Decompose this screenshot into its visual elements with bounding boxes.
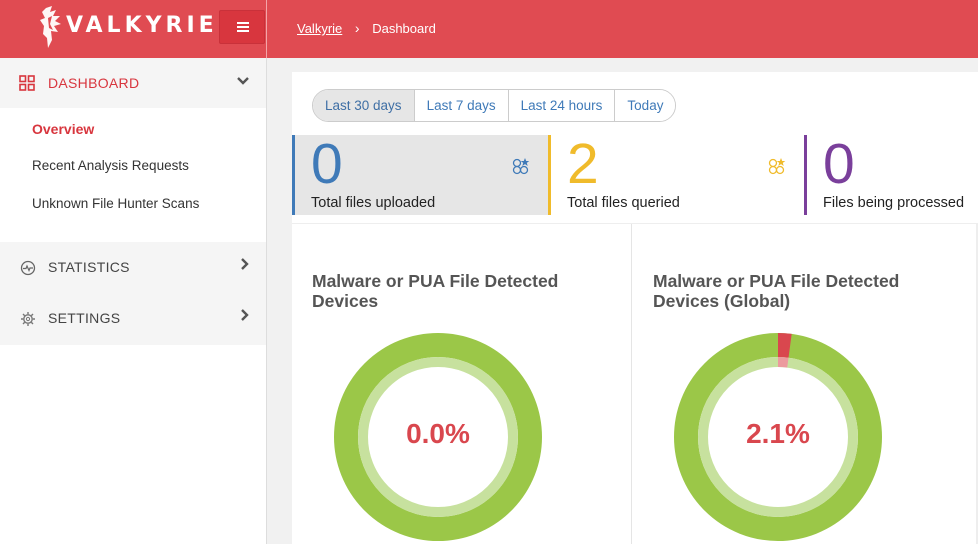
- panel-detected-devices: Malware or PUA File Detected Devices 0.0…: [292, 224, 632, 544]
- sidebar: DASHBOARD Overview Recent Analysis Reque…: [0, 58, 267, 544]
- stat-value: 0: [311, 132, 343, 196]
- tab-last-7-days[interactable]: Last 7 days: [413, 90, 508, 121]
- stat-caption: Total files uploaded: [311, 195, 436, 211]
- sidebar-item-label: DASHBOARD: [48, 75, 140, 91]
- sidebar-item-settings[interactable]: SETTINGS: [0, 293, 266, 343]
- sidebar-lower-group: STATISTICS SETTINGS: [0, 242, 266, 345]
- dashboard-content: Last 30 days Last 7 days Last 24 hours T…: [292, 72, 978, 544]
- grid-icon: [19, 75, 35, 91]
- topbar-divider: [266, 0, 267, 58]
- valkyrie-logo-icon: [40, 6, 61, 48]
- tab-last-30-days[interactable]: Last 30 days: [313, 90, 414, 121]
- donut-slice-detected: [778, 333, 792, 358]
- stat-card-files-processing[interactable]: 0 Files being processed: [804, 132, 978, 215]
- panel-title: Malware or PUA File Detected Devices: [312, 271, 559, 311]
- chevron-right-icon: [241, 258, 249, 270]
- donut-chart: [674, 333, 882, 541]
- donut-percent-label: 2.1%: [746, 418, 810, 449]
- sidebar-item-label: SETTINGS: [48, 310, 121, 326]
- hamburger-icon: [237, 22, 249, 32]
- donut-inner-ring: [358, 357, 518, 517]
- panel-detected-devices-global: Malware or PUA File Detected Devices (Gl…: [633, 224, 978, 544]
- sidebar-item-statistics[interactable]: STATISTICS: [0, 242, 266, 292]
- stats-row: 0 Total files uploaded 2 Total files que…: [292, 132, 978, 216]
- top-bar: VALKYRIE Valkyrie › Dashboard: [0, 0, 978, 58]
- breadcrumb-current: Dashboard: [372, 21, 436, 36]
- stat-caption: Total files queried: [567, 195, 680, 211]
- breadcrumb-home-link[interactable]: Valkyrie: [297, 21, 343, 36]
- sidebar-toggle-button[interactable]: [219, 10, 265, 44]
- sidebar-item-overview[interactable]: Overview: [32, 121, 95, 137]
- sidebar-item-recent-analysis-requests[interactable]: Recent Analysis Requests: [32, 158, 189, 173]
- chevron-right-icon: [241, 309, 249, 321]
- pulse-icon: [20, 260, 36, 276]
- sidebar-item-dashboard[interactable]: DASHBOARD: [0, 58, 266, 108]
- breadcrumb: Valkyrie › Dashboard: [297, 20, 436, 36]
- files-icon: [512, 158, 530, 175]
- donut-percent-label: 0.0%: [406, 418, 470, 449]
- stat-value: 0: [823, 132, 855, 196]
- brand: VALKYRIE: [0, 0, 266, 58]
- tab-last-24-hours[interactable]: Last 24 hours: [507, 90, 615, 121]
- stat-card-files-queried[interactable]: 2 Total files queried: [548, 132, 804, 215]
- stat-card-files-uploaded[interactable]: 0 Total files uploaded: [292, 132, 548, 215]
- date-range-tabs: Last 30 days Last 7 days Last 24 hours T…: [312, 89, 677, 122]
- donut-chart: [334, 333, 542, 541]
- stat-caption: Files being processed: [823, 195, 965, 211]
- stat-value: 2: [567, 132, 599, 196]
- gear-icon: [21, 312, 35, 326]
- sidebar-item-label: STATISTICS: [48, 259, 130, 275]
- breadcrumb-separator: ›: [354, 20, 360, 36]
- logo-text: VALKYRIE: [66, 13, 218, 38]
- donut-ring-clean: [334, 333, 542, 541]
- sidebar-item-unknown-file-hunter-scans[interactable]: Unknown File Hunter Scans: [32, 196, 200, 211]
- donut-inner-slice-detected: [778, 357, 789, 368]
- panel-edge: [976, 224, 978, 544]
- chevron-down-icon: [237, 77, 249, 85]
- section-divider: [292, 223, 978, 224]
- panel-title: Malware or PUA File Detected Devices (Gl…: [653, 271, 900, 311]
- files-icon: [768, 158, 786, 175]
- tab-today[interactable]: Today: [614, 90, 676, 121]
